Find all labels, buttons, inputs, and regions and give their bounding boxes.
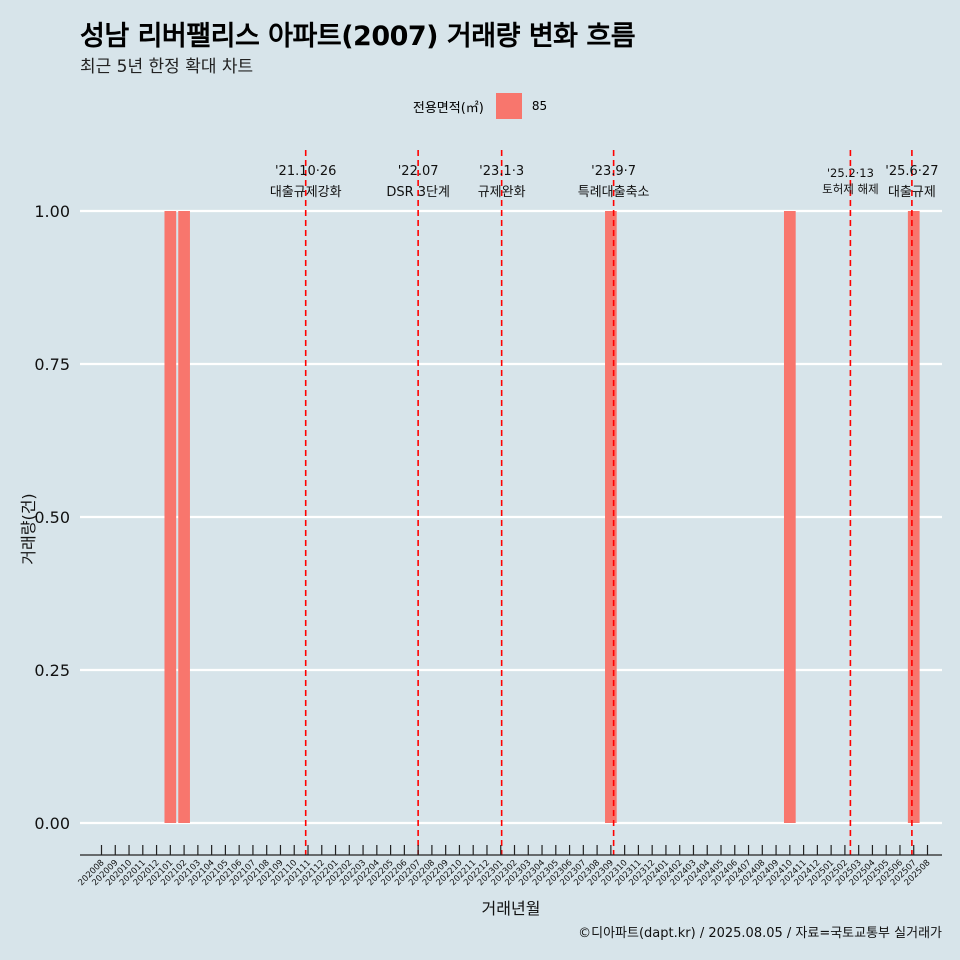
legend-title: 전용면적(㎡) — [412, 100, 484, 116]
event-date-label: '23.1·3 — [479, 164, 524, 179]
event-name-label: 규제완화 — [478, 185, 526, 200]
event-date-label: '23.9·7 — [591, 164, 636, 179]
y-tick-label: 0.50 — [34, 508, 70, 527]
event-name-label: 대출규제 — [888, 185, 936, 200]
y-tick-label: 0.75 — [34, 355, 70, 374]
chart-title: 성남 리버팰리스 아파트(2007) 거래량 변화 흐름 — [80, 21, 636, 52]
legend-key-85 — [495, 93, 522, 119]
event-name-label: 토허제 해제 — [822, 182, 879, 196]
event-date-label: '25.6·27 — [885, 164, 938, 179]
bar-202309 — [605, 211, 617, 823]
x-axis-title: 거래년월 — [482, 899, 541, 918]
event-name-label: 특례대출축소 — [578, 185, 650, 200]
y-axis-title: 거래량(건) — [19, 493, 38, 564]
bar-202507 — [907, 211, 920, 823]
event-date-label: '21.10·26 — [275, 164, 336, 179]
y-tick-label: 1.00 — [34, 202, 70, 221]
bar-202410 — [783, 211, 796, 823]
event-date-label: '25.2·13 — [827, 166, 874, 180]
bar-202101 — [164, 211, 177, 823]
event-date-label: '22.07 — [398, 164, 439, 179]
chart-subtitle: 최근 5년 한정 확대 차트 — [80, 57, 254, 77]
legend: 전용면적(㎡) 85 — [0, 93, 960, 119]
bar-202102 — [178, 211, 190, 823]
source-footer: ©디아파트(dapt.kr) / 2025.08.05 / 자료=국토교통부 실… — [578, 926, 942, 941]
event-name-label: 대출규제강화 — [270, 185, 342, 200]
legend-label-85: 85 — [531, 99, 548, 113]
event-name-label: DSR 3단계 — [386, 185, 450, 200]
y-tick-label: 0.25 — [34, 661, 70, 680]
y-tick-label: 0.00 — [34, 814, 70, 833]
